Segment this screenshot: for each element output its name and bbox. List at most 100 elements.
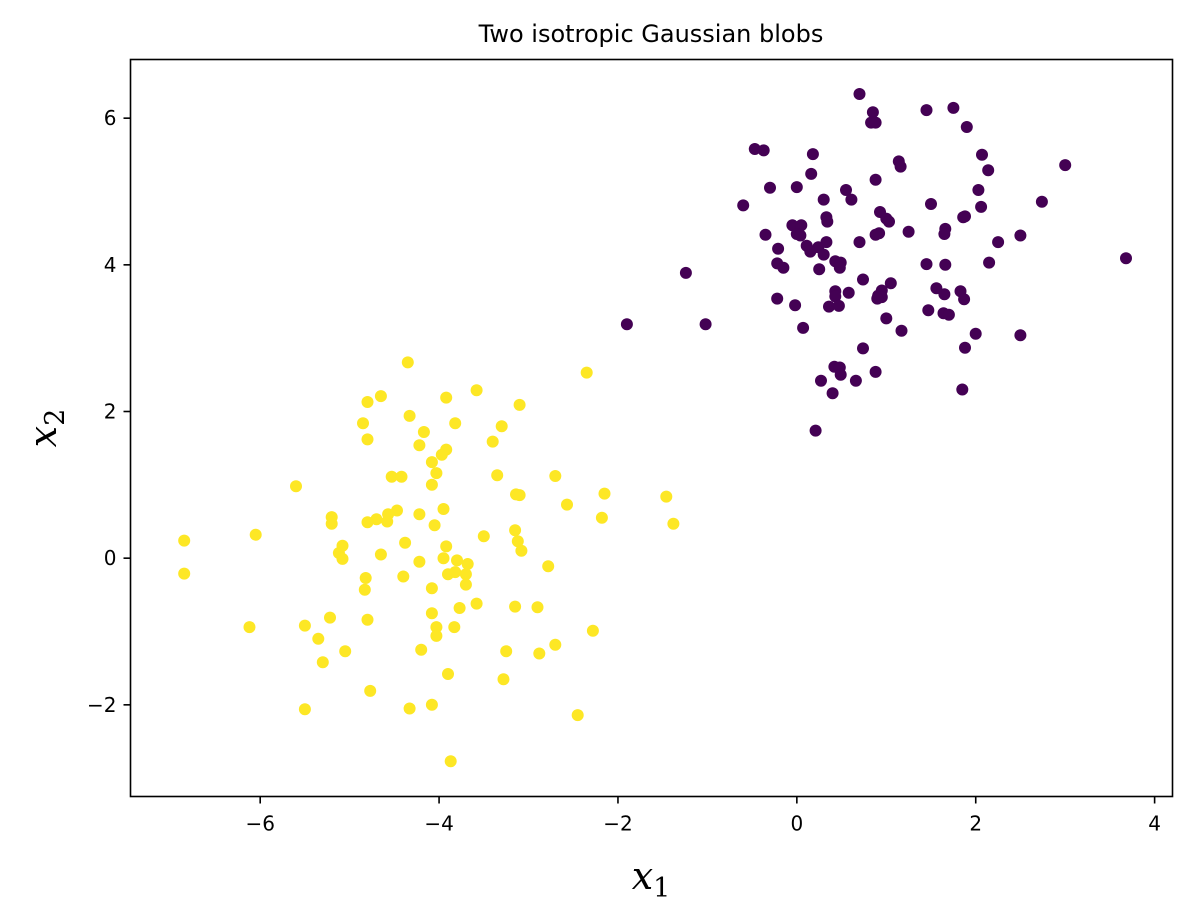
data-point (361, 396, 374, 408)
data-point (920, 258, 933, 271)
data-point (385, 470, 398, 483)
data-point (459, 568, 472, 581)
data-point (805, 167, 818, 180)
chart-title: Two isotropic Gaussian blobs (478, 20, 824, 48)
data-point (442, 568, 454, 581)
data-point (806, 148, 819, 161)
y-tick-label: 2 (104, 400, 117, 424)
data-point (992, 236, 1005, 249)
data-point (437, 503, 450, 515)
data-point (428, 519, 441, 532)
data-point (425, 607, 438, 620)
data-point (437, 552, 450, 565)
data-point (849, 374, 862, 387)
data-point (290, 480, 302, 493)
data-point (840, 184, 852, 196)
data-point (866, 106, 879, 119)
data-point (249, 528, 262, 541)
x-tick-label: −2 (603, 812, 632, 836)
data-point (542, 560, 555, 573)
y-axis-label: x2 (21, 409, 71, 448)
data-point (425, 582, 438, 595)
data-point (361, 613, 374, 626)
data-point (580, 366, 593, 379)
data-point (975, 200, 988, 213)
data-point (374, 390, 387, 403)
data-point (797, 321, 810, 334)
data-point (947, 101, 960, 114)
data-point (667, 517, 680, 530)
data-point (1059, 159, 1072, 172)
data-point (442, 668, 454, 680)
y-tick-label: −2 (87, 693, 116, 717)
data-point (430, 467, 443, 480)
data-point (939, 258, 952, 271)
data-point (925, 198, 937, 210)
data-point (1014, 329, 1027, 342)
data-point (403, 409, 416, 422)
data-point (817, 248, 830, 261)
data-point (880, 312, 893, 325)
data-point (794, 229, 807, 242)
data-point (857, 342, 869, 355)
data-point (178, 534, 191, 547)
points-layer (178, 88, 1132, 768)
data-point (413, 555, 426, 568)
data-point (759, 228, 772, 241)
data-point (397, 570, 410, 583)
data-point (853, 88, 866, 100)
data-point (959, 341, 971, 354)
y-tick-label: 0 (104, 546, 117, 570)
data-point (451, 554, 463, 567)
data-point (804, 245, 817, 258)
data-point (956, 383, 969, 396)
data-point (699, 318, 712, 331)
data-point (679, 266, 692, 279)
data-point (425, 456, 438, 469)
data-point (312, 632, 325, 645)
data-point (361, 433, 374, 446)
x-tick-label: 0 (790, 812, 803, 836)
data-point (486, 435, 499, 448)
data-point (497, 673, 510, 686)
plot-frame (129, 58, 1174, 798)
x-axis-label: x1 (632, 854, 671, 904)
data-point (983, 256, 996, 269)
data-point (817, 193, 830, 206)
data-point (359, 572, 372, 584)
y-axis-ticks: −2 0 2 4 6 (87, 106, 131, 717)
x-tick-label: −6 (245, 812, 274, 836)
data-point (425, 478, 438, 491)
data-point (857, 273, 869, 286)
x-tick-label: 2 (969, 812, 982, 836)
data-point (869, 365, 882, 378)
data-point (826, 387, 839, 400)
data-point (869, 173, 882, 186)
data-point (845, 193, 858, 206)
data-point (336, 552, 349, 565)
data-point (883, 215, 895, 228)
data-point (823, 300, 835, 313)
data-point (815, 374, 827, 387)
data-point (972, 184, 985, 196)
data-point (976, 148, 988, 161)
data-point (417, 426, 430, 438)
data-point (495, 420, 508, 433)
data-point (959, 210, 971, 223)
data-point (620, 318, 633, 331)
data-point (777, 261, 790, 274)
x-tick-label: −4 (424, 812, 453, 836)
data-point (413, 439, 426, 452)
data-point (325, 517, 338, 530)
data-point (470, 384, 483, 397)
data-point (470, 597, 483, 610)
data-point (243, 621, 256, 634)
data-point (430, 621, 443, 634)
data-point (413, 508, 426, 521)
data-point (435, 448, 448, 461)
data-point (549, 470, 562, 482)
data-point (358, 583, 371, 596)
data-point (364, 684, 377, 697)
data-point (595, 511, 608, 524)
